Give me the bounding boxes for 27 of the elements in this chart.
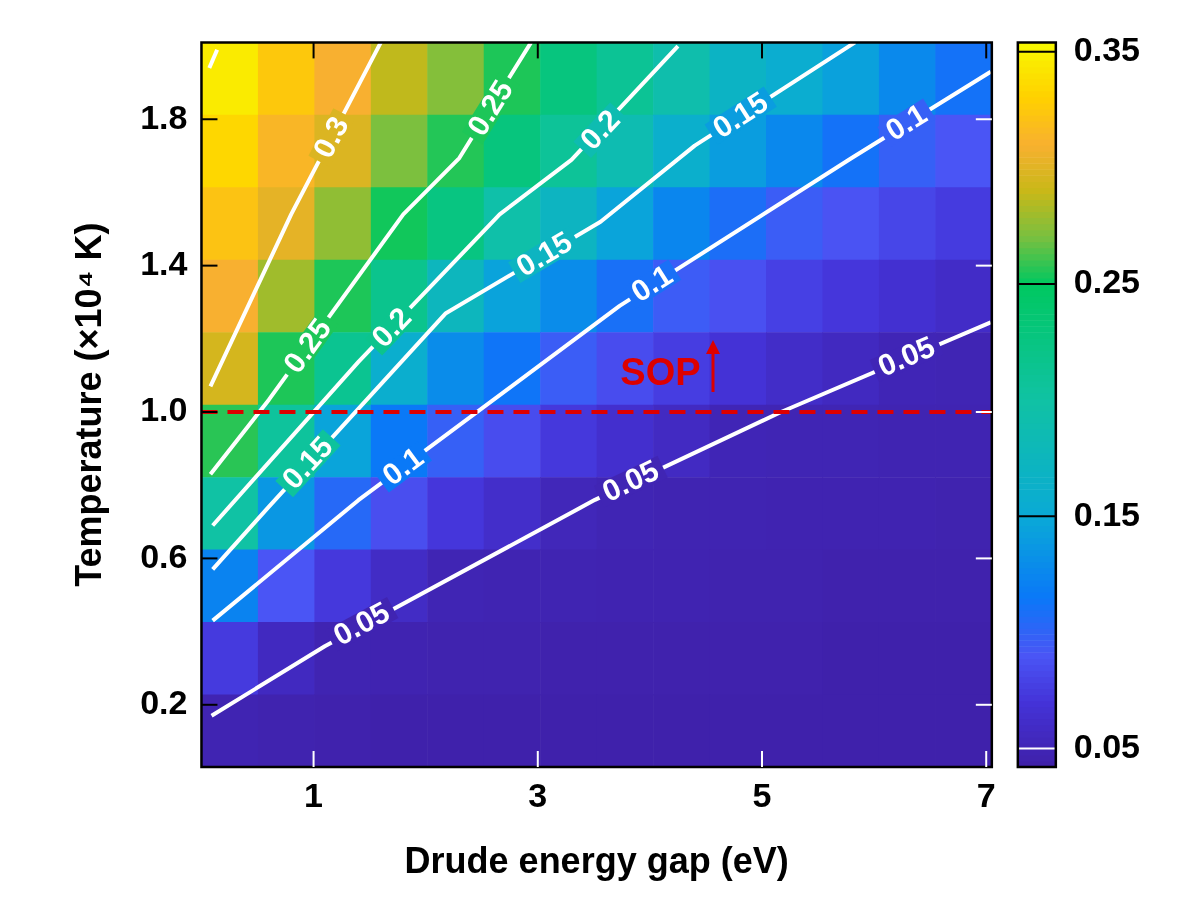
x-tick-label: 3 — [528, 775, 548, 814]
annotation: 0.3 — [306, 110, 355, 164]
annotation: 0.05 — [327, 594, 395, 652]
annotation: 0.1 — [879, 96, 933, 147]
annotation: 0.1 — [625, 257, 678, 309]
color-bar-label: 0.25 — [1073, 262, 1141, 301]
color-bar-label: 0.05 — [1073, 726, 1141, 765]
annotation: 0.1 — [375, 440, 430, 492]
annotation: 0.05 — [872, 329, 940, 383]
y-tick-label: 1.0 — [140, 390, 188, 429]
annotation: 0.2 — [573, 102, 626, 156]
y-tick-label: 0.2 — [140, 683, 188, 722]
color-bar-label: 0.35 — [1073, 30, 1141, 69]
color-bar-label: 0.15 — [1073, 494, 1141, 533]
annotation: 0.05 — [596, 453, 664, 508]
x-tick-label: 5 — [752, 775, 772, 814]
annotation: 0.2 — [364, 300, 418, 354]
x-tick-label: 1 — [304, 775, 324, 814]
y-tick-label: 1.4 — [140, 244, 188, 283]
annotation: 0.15 — [510, 224, 578, 283]
legend-label: SOP — [620, 350, 701, 393]
x-axis-title: Drude energy gap (eV) — [404, 840, 789, 882]
annotation: 0.15 — [706, 84, 774, 145]
y-axis-title: Temperature (×10⁴ K) — [67, 222, 109, 587]
y-tick-label: 0.6 — [140, 536, 188, 575]
y-tick-label: 1.8 — [140, 97, 188, 136]
x-tick-label: 7 — [976, 775, 996, 814]
